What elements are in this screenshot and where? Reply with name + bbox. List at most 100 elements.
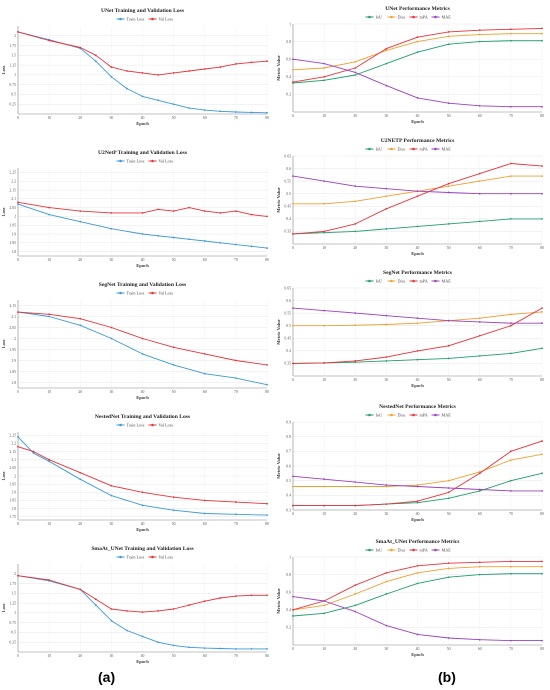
x-tick-label: 20 xyxy=(78,390,82,394)
data-point xyxy=(416,40,419,43)
data-point xyxy=(478,220,481,223)
data-point xyxy=(323,604,326,607)
x-tick-label: 10 xyxy=(322,114,326,118)
data-point xyxy=(478,33,481,36)
y-tick-label: 1.85 xyxy=(9,499,16,503)
data-point xyxy=(509,105,512,108)
data-point xyxy=(323,324,326,327)
y-tick-label: 1.85 xyxy=(9,370,16,374)
data-point xyxy=(354,504,357,507)
y-tick-label: 0.6 xyxy=(286,299,291,303)
y-tick-label: 0.5 xyxy=(11,93,16,97)
legend-item: Dice xyxy=(387,548,406,553)
data-point xyxy=(541,440,543,442)
legend-item: Dice xyxy=(387,413,406,418)
legend-label: Val Loss xyxy=(159,555,174,560)
y-tick-label: 0.7 xyxy=(286,450,291,454)
data-point xyxy=(110,66,113,68)
data-point xyxy=(234,210,237,213)
data-point xyxy=(416,501,419,504)
data-point xyxy=(541,32,543,35)
data-point xyxy=(509,324,512,327)
data-point xyxy=(141,611,144,614)
x-tick-label: 10 xyxy=(47,116,51,120)
x-tick-label: 30 xyxy=(109,390,113,394)
data-point xyxy=(509,39,512,42)
y-tick-label: 1.25 xyxy=(9,601,16,605)
data-point xyxy=(234,513,237,516)
x-tick-label: 80 xyxy=(540,512,544,516)
data-point xyxy=(141,504,144,507)
data-point xyxy=(416,317,419,320)
data-point xyxy=(292,475,294,478)
x-tick-label: 60 xyxy=(203,654,207,658)
data-point xyxy=(323,62,326,65)
data-point xyxy=(292,233,294,235)
data-point xyxy=(447,191,450,194)
data-point xyxy=(541,165,543,167)
x-tick-label: 30 xyxy=(384,378,388,382)
x-tick-label: 10 xyxy=(47,390,51,394)
y-tick-label: 0.4 xyxy=(286,217,291,221)
x-tick-label: 80 xyxy=(265,522,269,526)
x-tick-label: 50 xyxy=(172,654,176,658)
legend-item: Val Loss xyxy=(148,159,173,164)
y-tick-label: 1 xyxy=(289,22,291,26)
x-tick-label: 30 xyxy=(109,116,113,120)
y-tick-label: 0.4 xyxy=(286,494,291,498)
data-point xyxy=(292,202,294,205)
y-tick-label: 1.75 xyxy=(9,515,16,519)
data-point xyxy=(416,633,419,636)
y-tick-label: 0.8 xyxy=(286,40,291,44)
y-axis-label: Loss xyxy=(1,207,6,216)
data-point xyxy=(110,211,113,214)
data-point xyxy=(234,243,237,246)
data-point xyxy=(79,46,82,49)
data-point xyxy=(48,458,51,461)
data-point xyxy=(203,353,206,355)
x-tick-label: 20 xyxy=(353,512,357,516)
y-axis-label: Metric Value xyxy=(276,588,281,613)
y-tick-label: 0.2 xyxy=(286,626,291,630)
x-tick-label: 50 xyxy=(447,378,451,382)
legend-item: Val Loss xyxy=(148,555,174,560)
y-tick-label: 2 xyxy=(14,572,16,576)
data-point xyxy=(541,453,543,456)
data-point xyxy=(94,60,97,63)
y-axis-label: Loss xyxy=(1,65,6,74)
data-point xyxy=(541,27,543,30)
legend-item: mPA xyxy=(409,413,428,418)
data-point xyxy=(478,488,481,491)
x-tick-label: 10 xyxy=(47,654,51,658)
legend-marker xyxy=(151,17,154,21)
legend-label: Train Loss xyxy=(127,291,145,296)
legend-label: mPA xyxy=(420,15,428,20)
y-tick-label: 0.6 xyxy=(286,58,291,62)
data-point xyxy=(219,211,222,214)
data-point xyxy=(250,594,253,597)
y-tick-label: 0.5 xyxy=(286,479,291,483)
legend-label: Train Loss xyxy=(127,555,145,560)
y-tick-label: 1.9 xyxy=(11,491,16,495)
legend-marker xyxy=(390,279,393,283)
data-point xyxy=(234,595,237,597)
data-point xyxy=(509,313,512,316)
data-point xyxy=(157,641,159,644)
legend-label: MAE xyxy=(442,548,452,553)
data-point xyxy=(323,504,326,507)
x-tick-label: 50 xyxy=(447,647,451,651)
data-point xyxy=(141,95,144,98)
data-point xyxy=(17,203,19,205)
y-tick-label: 1 xyxy=(14,611,16,615)
data-point xyxy=(79,478,82,481)
x-tick-label: 70 xyxy=(234,522,238,526)
data-point xyxy=(354,312,357,315)
data-point xyxy=(447,491,450,494)
x-tick-label: 20 xyxy=(78,116,82,120)
data-point xyxy=(354,361,357,364)
data-point xyxy=(17,30,19,33)
x-axis-label: Epoch xyxy=(136,395,149,400)
x-tick-label: 20 xyxy=(353,647,357,651)
x-tick-label: 10 xyxy=(47,258,51,262)
data-point xyxy=(266,111,268,114)
